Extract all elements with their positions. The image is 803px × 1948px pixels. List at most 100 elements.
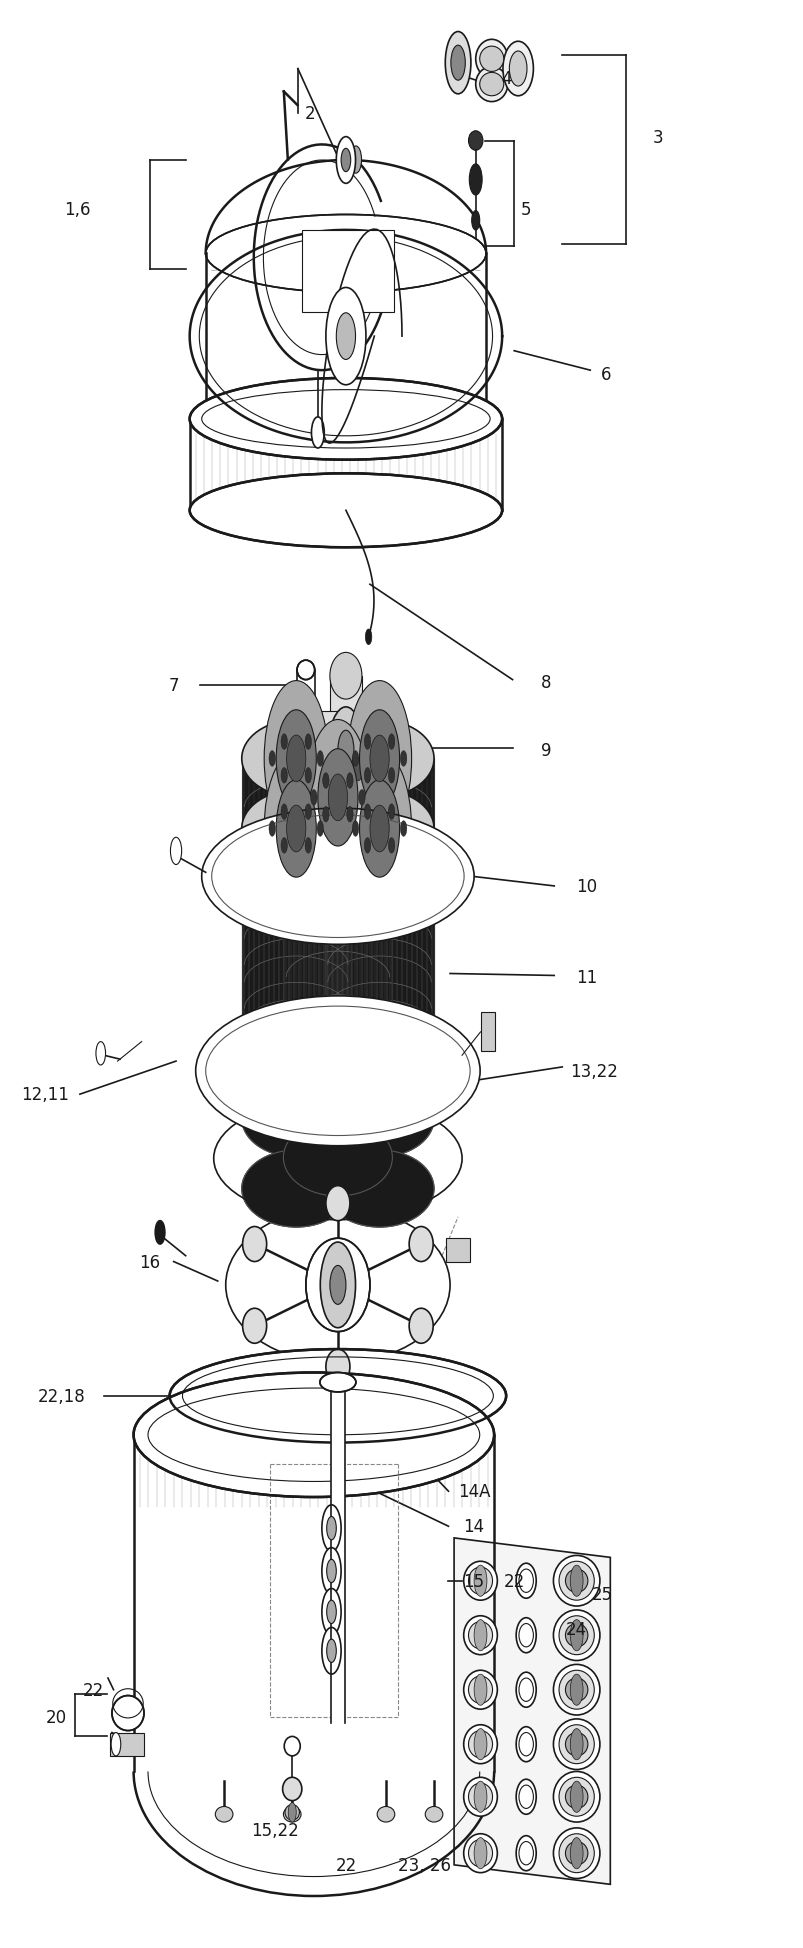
Ellipse shape <box>202 808 474 945</box>
Ellipse shape <box>320 1373 356 1393</box>
Circle shape <box>310 791 316 806</box>
Circle shape <box>286 736 305 783</box>
Ellipse shape <box>558 1617 593 1656</box>
Circle shape <box>329 1266 345 1305</box>
Polygon shape <box>329 750 361 824</box>
Circle shape <box>388 805 394 820</box>
Circle shape <box>326 1601 336 1625</box>
Ellipse shape <box>133 1373 494 1498</box>
Ellipse shape <box>190 378 502 460</box>
Ellipse shape <box>565 1732 587 1755</box>
Circle shape <box>347 682 411 838</box>
Circle shape <box>304 805 311 820</box>
Circle shape <box>364 805 370 820</box>
Bar <box>480 1013 495 1052</box>
Bar <box>242 760 350 1118</box>
Circle shape <box>326 1517 336 1541</box>
Bar <box>324 760 434 1118</box>
Circle shape <box>365 629 371 645</box>
Circle shape <box>569 1728 582 1759</box>
Circle shape <box>346 806 353 822</box>
Circle shape <box>471 212 479 232</box>
Ellipse shape <box>206 216 486 292</box>
Ellipse shape <box>463 1777 497 1816</box>
Ellipse shape <box>558 1669 593 1708</box>
Circle shape <box>346 773 353 789</box>
Text: 24: 24 <box>565 1621 586 1638</box>
Circle shape <box>317 750 357 847</box>
Ellipse shape <box>468 1782 492 1810</box>
Ellipse shape <box>283 727 315 773</box>
Circle shape <box>388 734 394 750</box>
Circle shape <box>316 752 323 768</box>
Ellipse shape <box>324 791 434 867</box>
Circle shape <box>353 758 362 781</box>
Circle shape <box>269 822 275 838</box>
Text: 22: 22 <box>335 1856 356 1874</box>
Ellipse shape <box>468 1675 492 1703</box>
Ellipse shape <box>565 1841 587 1864</box>
Circle shape <box>304 734 311 750</box>
Circle shape <box>304 838 311 853</box>
Circle shape <box>569 1566 582 1597</box>
Ellipse shape <box>516 1564 536 1599</box>
Circle shape <box>352 752 358 768</box>
Polygon shape <box>299 711 345 789</box>
Circle shape <box>336 138 355 185</box>
Ellipse shape <box>377 1806 394 1821</box>
Circle shape <box>328 707 363 793</box>
Circle shape <box>347 752 411 908</box>
Ellipse shape <box>409 1309 433 1344</box>
Circle shape <box>445 33 471 95</box>
Circle shape <box>388 838 394 853</box>
Ellipse shape <box>516 1619 536 1654</box>
Bar <box>283 799 392 1157</box>
Ellipse shape <box>112 1695 144 1730</box>
Ellipse shape <box>376 727 408 773</box>
Bar <box>110 1732 144 1755</box>
Circle shape <box>364 734 370 750</box>
Ellipse shape <box>242 1081 350 1157</box>
Circle shape <box>316 822 323 838</box>
Ellipse shape <box>463 1669 497 1708</box>
Circle shape <box>352 822 358 838</box>
Circle shape <box>474 1673 487 1704</box>
Ellipse shape <box>558 1777 593 1816</box>
Ellipse shape <box>552 1611 599 1660</box>
Ellipse shape <box>283 1777 301 1800</box>
Ellipse shape <box>516 1779 536 1814</box>
Ellipse shape <box>479 74 503 97</box>
Circle shape <box>350 343 361 370</box>
Circle shape <box>286 806 305 853</box>
Ellipse shape <box>475 41 507 80</box>
Ellipse shape <box>305 1239 369 1332</box>
Circle shape <box>400 752 406 768</box>
Ellipse shape <box>463 1617 497 1656</box>
Ellipse shape <box>329 653 361 699</box>
Circle shape <box>450 47 465 82</box>
Text: 25: 25 <box>591 1586 612 1603</box>
Circle shape <box>474 1780 487 1812</box>
Text: 15: 15 <box>463 1572 484 1590</box>
Text: 10: 10 <box>575 877 596 896</box>
Text: 9: 9 <box>540 742 551 760</box>
Circle shape <box>111 1732 120 1755</box>
Ellipse shape <box>324 721 434 797</box>
Text: 22,18: 22,18 <box>38 1387 85 1405</box>
Circle shape <box>400 822 406 838</box>
Circle shape <box>264 752 328 908</box>
Ellipse shape <box>169 1350 506 1443</box>
Circle shape <box>269 752 275 768</box>
Circle shape <box>328 775 347 822</box>
Ellipse shape <box>565 1784 587 1808</box>
Ellipse shape <box>565 1625 587 1648</box>
Circle shape <box>264 682 328 838</box>
Ellipse shape <box>195 995 479 1145</box>
Ellipse shape <box>296 692 314 711</box>
Ellipse shape <box>552 1718 599 1769</box>
Bar <box>324 830 434 1188</box>
Ellipse shape <box>565 1677 587 1701</box>
Circle shape <box>350 146 361 173</box>
Ellipse shape <box>468 1839 492 1866</box>
Circle shape <box>569 1621 582 1652</box>
